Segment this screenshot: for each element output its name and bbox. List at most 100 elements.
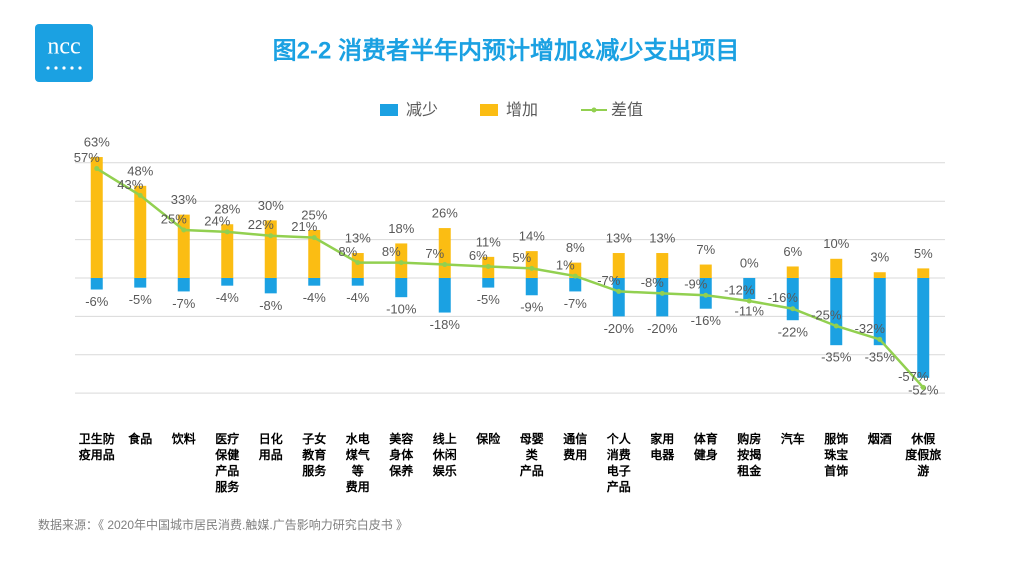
bar — [221, 224, 234, 278]
x-tick-label: 保养 — [388, 463, 413, 478]
point — [137, 192, 143, 198]
data-label: -7% — [172, 296, 196, 311]
data-label: 21% — [291, 219, 317, 234]
bar — [569, 277, 582, 292]
data-label: -57% — [898, 369, 929, 384]
bar — [221, 277, 234, 286]
data-label: -4% — [303, 290, 327, 305]
x-tick-label: 汽车 — [781, 431, 805, 446]
x-tick-label: 健身 — [694, 447, 718, 462]
data-label: -9% — [684, 277, 708, 292]
line — [96, 167, 925, 389]
data-label: 22% — [248, 217, 274, 232]
data-label: -5% — [477, 292, 501, 307]
data-label: -4% — [216, 290, 240, 305]
x-tick-label: 疫用品 — [79, 447, 115, 462]
data-label: -7% — [597, 273, 621, 288]
bar — [917, 268, 930, 278]
point — [268, 233, 274, 239]
data-label: -35% — [821, 350, 852, 365]
bar — [656, 253, 669, 278]
legend-swatch — [591, 107, 597, 113]
data-label: 6% — [783, 244, 802, 259]
data-label: 43% — [117, 177, 143, 192]
x-tick-label: 电器 — [650, 447, 675, 462]
data-label: 11% — [476, 234, 501, 249]
x-tick-label: 体育 — [694, 431, 718, 446]
bar — [612, 277, 625, 317]
data-label: 24% — [204, 213, 230, 228]
x-tick-label: 日化 — [259, 431, 283, 446]
bar — [90, 157, 103, 278]
x-tick-label: 煤气 — [346, 447, 370, 462]
data-label: -20% — [604, 321, 635, 336]
bar — [308, 277, 321, 286]
x-tick-label: 保险 — [475, 431, 501, 446]
bar — [177, 277, 190, 292]
bar — [569, 262, 582, 278]
data-label: 0% — [740, 255, 759, 270]
data-label: -32% — [855, 321, 886, 336]
x-tick-label: 家用 — [650, 431, 674, 446]
data-label: -35% — [865, 350, 896, 365]
data-label: -11% — [735, 304, 765, 319]
x-tick-label: 医疗 — [215, 431, 239, 446]
data-label: 13% — [345, 230, 371, 245]
x-tick-label: 产品 — [607, 479, 631, 494]
point — [181, 227, 187, 233]
legend-label: 增加 — [506, 101, 538, 119]
bar — [134, 185, 147, 278]
x-tick-label: 身体 — [389, 447, 414, 462]
data-label: 7% — [696, 242, 715, 257]
data-label: -9% — [520, 300, 544, 315]
point — [659, 290, 665, 296]
bar — [917, 277, 930, 378]
x-tick-label: 租金 — [737, 463, 762, 478]
x-tick-label: 游 — [917, 463, 929, 478]
x-tick-label: 美容 — [389, 431, 413, 446]
point — [355, 260, 361, 266]
bar — [90, 277, 103, 290]
data-label: 5% — [914, 246, 933, 261]
data-label: 33% — [171, 192, 197, 207]
x-tick-label: 教育 — [301, 447, 326, 462]
x-tick-label: 等 — [351, 463, 364, 478]
data-label: 13% — [649, 230, 675, 245]
bar — [612, 253, 625, 278]
data-label: 7% — [425, 246, 444, 261]
point — [398, 260, 404, 266]
source: 数据来源：《 2020年中国城市居民消费.触媒.广告影响力研究白皮书 》 — [38, 517, 408, 532]
x-tick-label: 产品 — [520, 463, 544, 478]
chart-title: 图2-2 消费者半年内预计增加&减少支出项目 — [273, 36, 740, 64]
point — [833, 323, 839, 329]
logo-text: ncc — [47, 34, 80, 60]
x-tick-label: 服务 — [215, 479, 240, 494]
data-label: -7% — [564, 296, 588, 311]
x-tick-label: 费用 — [346, 479, 370, 494]
point — [572, 273, 578, 279]
x-tick-label: 线上 — [433, 431, 457, 446]
x-tick-label: 休闲 — [432, 447, 457, 462]
point — [485, 263, 491, 269]
x-tick-label: 保健 — [214, 447, 240, 462]
x-tick-label: 服务 — [302, 463, 327, 478]
bar — [830, 277, 843, 346]
x-tick-label: 水电 — [346, 431, 370, 446]
data-label: -18% — [430, 317, 461, 332]
data-label: -8% — [641, 275, 665, 290]
legend-swatch — [380, 104, 398, 116]
data-label: 10% — [823, 236, 849, 251]
bar — [525, 277, 538, 296]
x-tick-label: 卫生防 — [79, 431, 115, 446]
bar — [699, 264, 712, 278]
data-label: -8% — [259, 298, 283, 313]
x-tick-label: 按揭 — [737, 447, 761, 462]
data-label: 18% — [388, 221, 414, 236]
data-label: 8% — [382, 244, 401, 259]
legend-label: 减少 — [406, 101, 438, 119]
data-label: 3% — [870, 250, 889, 265]
bar — [873, 277, 886, 346]
x-tick-label: 娱乐 — [433, 463, 457, 478]
data-label: -4% — [346, 290, 370, 305]
